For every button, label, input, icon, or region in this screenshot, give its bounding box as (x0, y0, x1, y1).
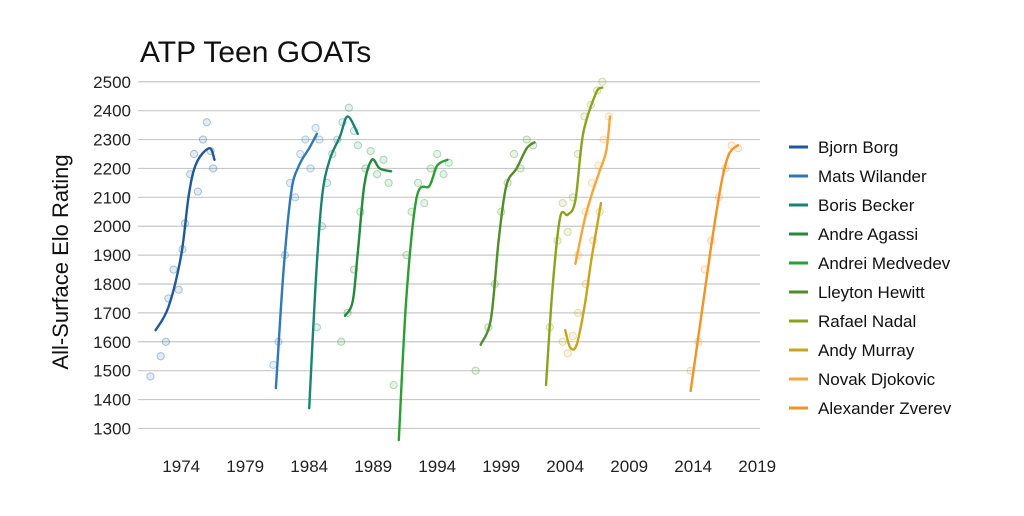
point-1-0 (269, 360, 278, 369)
point-0-12 (202, 118, 211, 127)
y-tick-1: 1400 (93, 391, 131, 410)
x-tick-0: 1974 (162, 457, 200, 476)
legend: Bjorn Borg Mats Wilander Boris Becker Andre… (789, 138, 952, 418)
x-tick-3: 1989 (354, 457, 392, 476)
point-1-9 (315, 135, 324, 144)
x-tick-6: 2004 (546, 457, 584, 476)
y-tick-5: 1800 (93, 275, 131, 294)
point-4-4 (420, 199, 429, 208)
legend-label-4: Andrei Medvedev (818, 254, 951, 273)
y-tick-9: 2200 (93, 159, 131, 178)
point-7-2 (568, 331, 577, 341)
y-tick-4: 1700 (93, 304, 131, 323)
point-0-5 (174, 285, 183, 294)
trend-line-0 (154, 147, 216, 332)
y-tick-2: 1500 (93, 362, 131, 381)
legend-label-6: Rafael Nadal (818, 312, 916, 331)
legend-label-7: Andy Murray (818, 341, 915, 360)
point-1-7 (306, 164, 315, 173)
legend-label-8: Novak Djokovic (818, 370, 936, 389)
point-8-4 (599, 135, 608, 144)
trend-lines (154, 86, 740, 442)
y-tick-3: 1600 (93, 333, 131, 352)
y-tick-7: 2000 (93, 217, 131, 236)
point-3-6 (372, 170, 382, 179)
point-1-5 (296, 149, 305, 159)
y-tick-0: 1300 (93, 419, 131, 438)
point-7-1 (563, 349, 572, 358)
point-4-3 (413, 178, 423, 187)
point-5-5 (509, 149, 519, 159)
point-6-2 (558, 199, 567, 208)
legend-label-9: Alexander Zverev (818, 399, 952, 418)
trend-line-3 (343, 158, 393, 317)
trend-line-5 (479, 141, 536, 346)
point-2-8 (353, 141, 362, 150)
y-tick-labels: 1300 1400 1500 1600 1700 1800 1900 2000 2100 2200… (93, 73, 131, 439)
trend-line-4 (397, 158, 449, 442)
legend-label-5: Lleyton Hewitt (818, 283, 925, 302)
point-5-7 (522, 135, 531, 144)
y-axis-label: All-Surface Elo Rating (48, 154, 73, 369)
x-tick-7: 2009 (610, 457, 648, 476)
point-2-6 (344, 103, 353, 112)
legend-label-3: Andre Agassi (818, 225, 918, 244)
x-tick-8: 2014 (674, 457, 712, 476)
point-0-1 (156, 352, 165, 361)
point-1-8 (311, 123, 320, 133)
point-0-0 (146, 372, 155, 381)
y-tick-11: 2400 (93, 102, 131, 121)
point-3-8 (384, 178, 393, 187)
x-tick-2: 1984 (290, 457, 328, 476)
point-3-0 (337, 337, 346, 346)
x-tick-4: 1994 (418, 457, 456, 476)
legend-label-2: Boris Becker (818, 196, 915, 215)
x-tick-5: 1999 (482, 457, 520, 476)
point-5-0 (471, 366, 480, 375)
point-1-4 (291, 193, 300, 202)
point-0-10 (193, 187, 202, 196)
point-4-7 (439, 170, 448, 179)
trend-line-2 (308, 115, 359, 410)
trend-line-9 (689, 144, 740, 393)
y-tick-10: 2300 (93, 131, 131, 150)
point-6-9 (598, 77, 607, 86)
point-0-11 (198, 135, 208, 144)
point-7-0 (558, 337, 567, 346)
point-1-6 (301, 135, 310, 144)
point-4-5 (426, 164, 435, 173)
y-tick-6: 1900 (93, 246, 131, 265)
point-0-14 (209, 164, 218, 173)
point-3-7 (379, 155, 388, 164)
point-0-4 (169, 265, 178, 274)
trend-line-1 (274, 132, 319, 390)
point-7-3 (573, 308, 583, 317)
point-4-0 (389, 381, 398, 390)
trend-line-6 (544, 86, 604, 387)
x-tick-9: 2019 (738, 457, 776, 476)
grid-lines (138, 81, 760, 430)
point-0-9 (189, 149, 199, 159)
point-0-2 (161, 337, 170, 346)
legend-label-0: Bjorn Borg (818, 138, 898, 157)
y-tick-12: 2500 (93, 73, 131, 92)
trend-line-8 (574, 115, 612, 265)
point-4-6 (433, 149, 442, 159)
x-tick-1: 1979 (226, 457, 264, 476)
x-tick-labels: 1974 1979 1984 1989 1994 1999 2004 2009 2014 2019 (162, 457, 776, 476)
legend-label-1: Mats Wilander (818, 167, 927, 186)
trend-line-7 (564, 201, 603, 351)
point-3-5 (366, 147, 375, 156)
chart-title: ATP Teen GOATs (140, 36, 371, 69)
y-tick-8: 2100 (93, 188, 131, 207)
point-6-3 (563, 227, 572, 237)
